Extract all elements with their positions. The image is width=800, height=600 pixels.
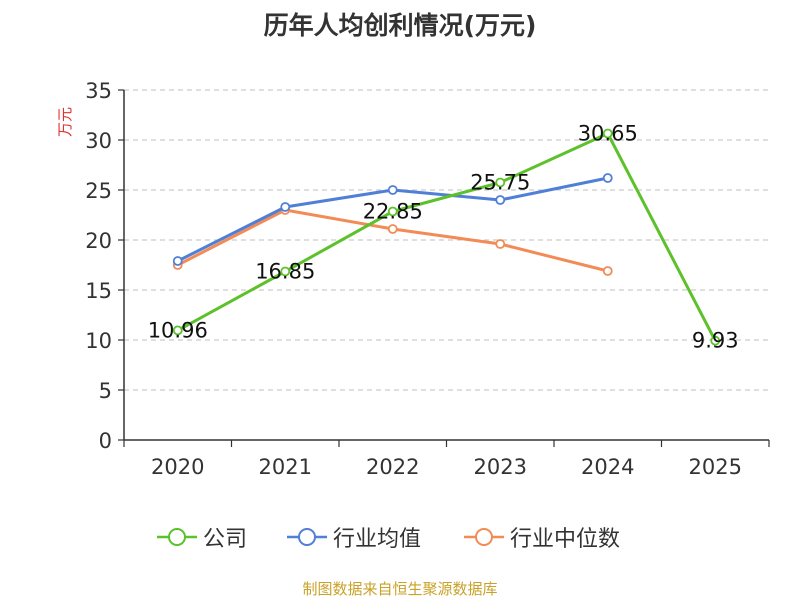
data-label-layer: 10.96 16.85 22.85 25.75 30.65 9.93: [148, 122, 739, 353]
y-tick-label-0: 0: [99, 429, 112, 453]
legend-average-label: 行业均值: [333, 527, 422, 552]
point-0-2021: [280, 266, 291, 277]
legend-item-industry-average[interactable]: 行业均值: [287, 521, 421, 553]
legend-median-label: 行业中位数: [510, 527, 621, 552]
point-2-2024: [602, 266, 613, 276]
legend-average-circle: [298, 528, 316, 546]
data-label-2025: 9.93: [692, 329, 739, 353]
y-tick-label-20: 20: [85, 229, 112, 253]
x-tick-label-2025: 2025: [689, 455, 742, 479]
point-0-2025: [710, 335, 721, 346]
y-tick-label-30: 30: [85, 129, 112, 153]
y-tick-label-15: 15: [85, 279, 112, 303]
x-tick-label-2021: 2021: [259, 455, 312, 479]
data-label-2021: 16.85: [255, 260, 315, 284]
legend-company-label: 公司: [203, 527, 248, 552]
legend-median-circle: [475, 528, 493, 546]
point-1-2022: [387, 185, 398, 195]
y-tick-label-10: 10: [85, 329, 112, 353]
y-tick-label-35: 35: [85, 79, 112, 103]
point-0-2024: [602, 128, 613, 139]
point-0-2023: [495, 177, 506, 188]
data-label-2024: 30.65: [578, 122, 638, 146]
data-label-2023: 25.75: [470, 171, 530, 195]
y-tick-label-25: 25: [85, 179, 112, 203]
x-tick-label-2023: 2023: [474, 455, 527, 479]
x-tick-label-2020: 2020: [151, 455, 204, 479]
x-tick-label-2024: 2024: [581, 455, 634, 479]
point-2-2023: [495, 239, 506, 249]
data-label-2020: 10.96: [148, 318, 208, 342]
legend-item-company[interactable]: 公司: [157, 521, 247, 553]
chart-title: 历年人均创利情况(万元): [263, 11, 537, 40]
series-layer: [172, 128, 721, 346]
point-1-2023: [495, 195, 506, 205]
x-tick-label-2022: 2022: [366, 455, 419, 479]
point-1-2021: [280, 202, 291, 212]
data-source-note: 制图数据来自恒生聚源数据库: [302, 580, 498, 598]
legend-company-marker: [157, 528, 197, 546]
point-0-2020: [172, 325, 183, 336]
y-axis-title: 万元: [56, 107, 74, 137]
legend-median-marker: [464, 528, 504, 546]
data-label-2022: 22.85: [363, 200, 423, 224]
point-2-2022: [387, 224, 398, 234]
legend-company-circle: [168, 528, 186, 546]
point-1-2024: [602, 173, 613, 183]
point-0-2022: [387, 206, 398, 217]
point-1-2020: [172, 256, 183, 266]
series-line-0: [177, 132, 717, 342]
legend-average-marker: [287, 528, 327, 546]
y-tick-label-5: 5: [99, 379, 112, 403]
legend-item-industry-median[interactable]: 行业中位数: [464, 521, 620, 553]
